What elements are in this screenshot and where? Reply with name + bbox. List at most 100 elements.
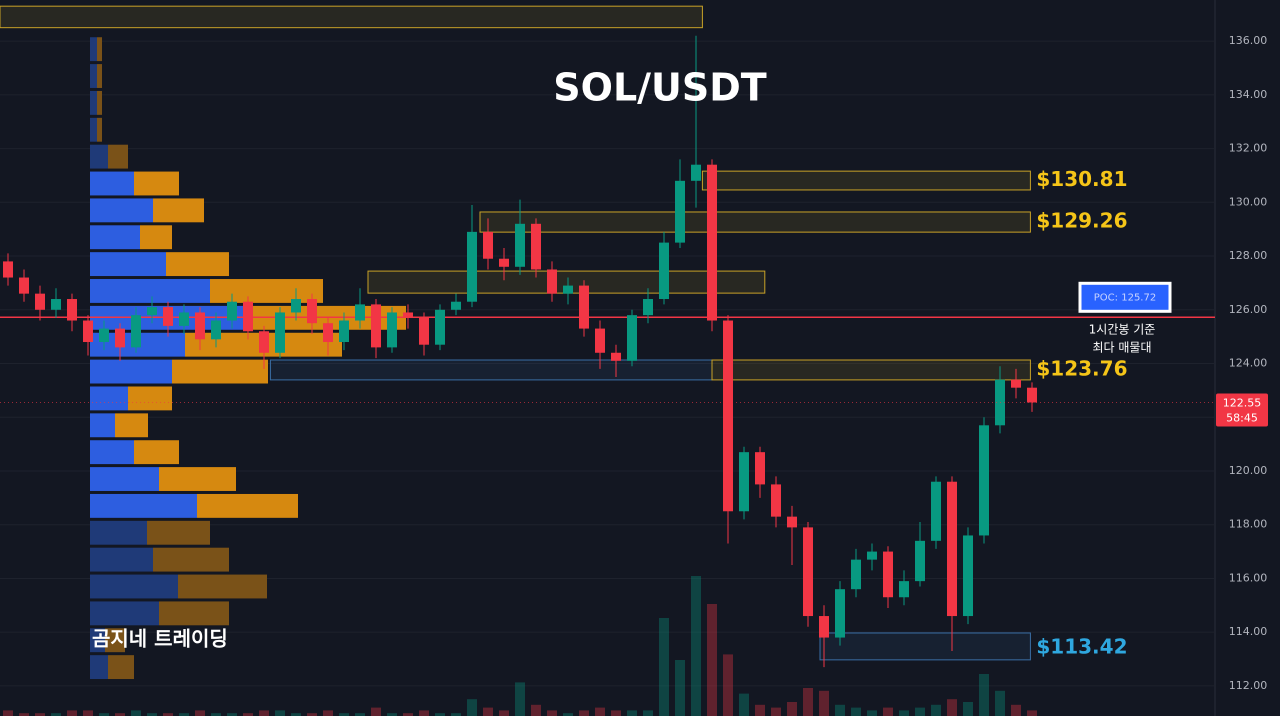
- candle-body: [19, 277, 29, 294]
- candle-body: [435, 309, 445, 345]
- candle-body: [147, 307, 157, 316]
- profile-sell: [128, 386, 172, 411]
- volume-bar: [739, 693, 749, 716]
- profile-buy: [90, 117, 97, 142]
- candle-body: [195, 312, 205, 340]
- profile-sell: [197, 493, 298, 518]
- zone-box: [479, 211, 1031, 233]
- last-price-box: [1216, 393, 1268, 427]
- volume-bar: [115, 713, 125, 716]
- profile-buy: [90, 279, 210, 303]
- poc-label-box: [1078, 281, 1172, 313]
- candle-body: [835, 589, 845, 638]
- volume-bar: [771, 707, 781, 716]
- volume-bar: [723, 654, 733, 716]
- candle-body: [131, 315, 141, 348]
- candle-body: [419, 317, 429, 345]
- candle-body: [83, 320, 93, 343]
- profile-sell: [153, 547, 229, 572]
- profile-buy: [90, 252, 166, 277]
- watermark: 곰지네 트레이딩: [92, 627, 228, 651]
- volume-bar: [275, 710, 285, 716]
- volume-bar: [339, 713, 349, 716]
- candle-body: [643, 299, 653, 316]
- candle-body: [819, 616, 829, 638]
- candle-body: [659, 242, 669, 300]
- candle-body: [915, 540, 925, 582]
- candle-body: [947, 481, 957, 617]
- candle-body: [931, 481, 941, 541]
- candle-body: [451, 301, 461, 310]
- volume-bar: [99, 713, 109, 716]
- volume-bar: [659, 618, 669, 716]
- candle-body: [1011, 379, 1021, 388]
- profile-buy: [90, 574, 178, 599]
- candle-body: [595, 328, 605, 353]
- candle-body: [531, 223, 541, 270]
- volume-bar: [835, 704, 845, 716]
- y-tick-label: 132.00: [1229, 142, 1268, 155]
- profile-sell: [97, 64, 102, 88]
- candle-body: [259, 331, 269, 353]
- candle-body: [387, 312, 397, 348]
- candle-body: [307, 299, 317, 324]
- volume-bar: [899, 710, 909, 716]
- volume-bar: [355, 713, 365, 716]
- volume-bar: [323, 710, 333, 716]
- profile-buy: [90, 359, 172, 384]
- y-tick-label: 128.00: [1229, 249, 1268, 262]
- profile-buy: [90, 171, 134, 196]
- profile-sell: [166, 252, 229, 277]
- volume-bar: [547, 710, 557, 716]
- candle-body: [563, 285, 573, 294]
- candle-body: [291, 299, 301, 313]
- volume-bar: [403, 713, 413, 716]
- zone-label: $130.81: [1036, 167, 1127, 191]
- volume-bar: [803, 688, 813, 716]
- volume-bar: [851, 707, 861, 716]
- profile-buy: [90, 37, 97, 62]
- candle-body: [403, 312, 413, 318]
- candle-body: [723, 320, 733, 512]
- last-price-label: 122.55: [1223, 396, 1262, 409]
- volume-bar: [611, 710, 621, 716]
- profile-sell: [147, 520, 210, 545]
- volume-bar: [1027, 710, 1037, 716]
- candle-body: [275, 312, 285, 353]
- candle-body: [51, 299, 61, 310]
- profile-sell: [134, 440, 179, 465]
- profile-buy: [90, 628, 105, 653]
- y-tick-label: 124.00: [1229, 357, 1268, 370]
- volume-bar: [51, 713, 61, 716]
- profile-buy: [90, 440, 134, 465]
- candle-body: [739, 452, 749, 512]
- candle-body: [163, 307, 173, 326]
- profile-buy: [90, 198, 153, 223]
- volume-bar: [675, 660, 685, 716]
- candle-body: [547, 269, 557, 294]
- poc-note: 1시간봉 기준: [1089, 323, 1156, 337]
- volume-bar: [979, 674, 989, 716]
- volume-bar: [227, 713, 237, 716]
- candle-body: [323, 323, 333, 343]
- profile-sell: [172, 359, 268, 384]
- profile-buy: [90, 386, 128, 411]
- profile-sell: [108, 655, 134, 680]
- volume-bar: [483, 707, 493, 716]
- y-tick-label: 120.00: [1229, 464, 1268, 477]
- volume-bar: [67, 710, 77, 716]
- profile-buy: [90, 90, 97, 115]
- volume-bar: [915, 707, 925, 716]
- profile-sell: [97, 37, 102, 62]
- volume-bar: [211, 713, 221, 716]
- zone-label: $113.42: [1036, 634, 1127, 658]
- volume-bar: [595, 707, 605, 716]
- profile-sell: [159, 467, 236, 491]
- profile-buy: [90, 467, 159, 491]
- volume-bar: [867, 710, 877, 716]
- volume-bar: [995, 690, 1005, 716]
- y-tick-label: 126.00: [1229, 303, 1268, 316]
- profile-sell: [178, 574, 267, 599]
- candle-body: [579, 285, 589, 329]
